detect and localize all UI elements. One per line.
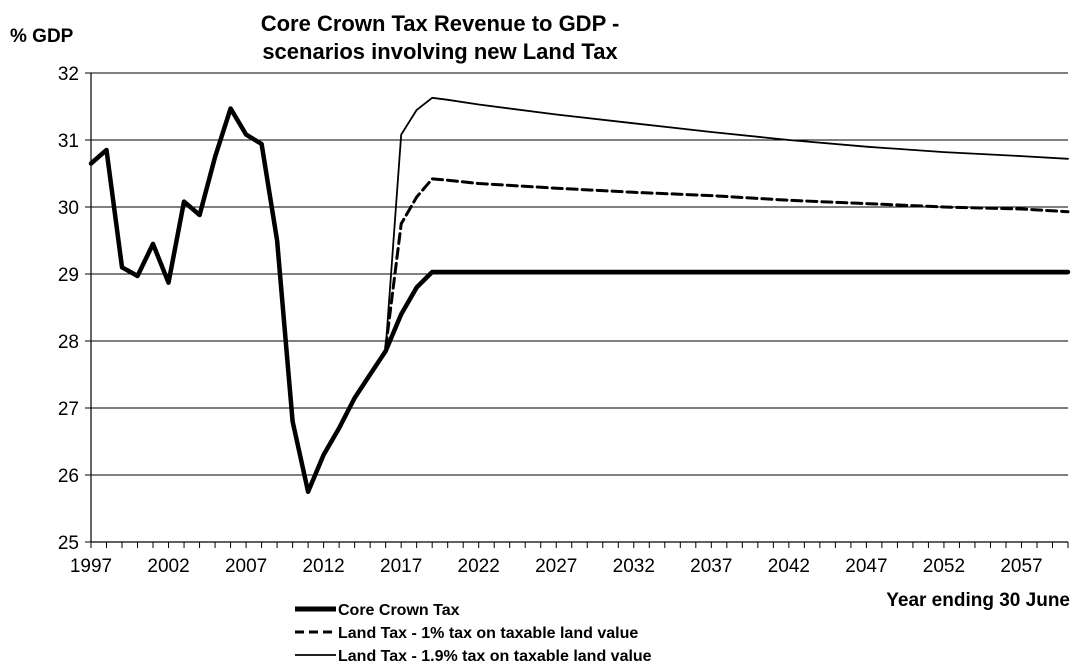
x-tick-label: 2037 [690,556,732,577]
chart-subtitle: scenarios involving new Land Tax [262,39,618,64]
legend-item-land-tax-1-9pct: Land Tax - 1.9% tax on taxable land valu… [295,648,652,664]
x-tick-label: 1997 [70,556,112,577]
legend-item-core-crown-tax: Core Crown Tax [295,602,460,619]
axes [85,72,1069,548]
y-tick-label: 26 [58,466,79,487]
series-line-1 [384,177,1070,350]
x-tick-label: 2027 [535,556,577,577]
tick-labels: 25 26 27 28 29 30 31 32 1997 2002 2007 2012 2017 2022… [58,64,1043,577]
legend-label-land-tax-1pct: Land Tax - 1% tax on taxable land value [338,625,638,642]
series-line-0 [88,106,1071,495]
x-tick-label: 2047 [845,556,887,577]
x-axis-label: Year ending 30 June [886,590,1070,611]
x-tick-label: 2017 [380,556,422,577]
legend-item-land-tax-1pct: Land Tax - 1% tax on taxable land value [295,625,638,642]
series-lines [88,96,1071,495]
series-line-2 [384,96,1069,349]
x-tick-label: 2012 [302,556,344,577]
x-tick-label: 2057 [1000,556,1042,577]
gridlines [91,72,1068,543]
x-tick-label: 2052 [923,556,965,577]
y-tick-label: 29 [58,265,79,286]
y-tick-label: 30 [58,198,79,219]
x-tick-label: 2007 [225,556,267,577]
chart-title: Core Crown Tax Revenue to GDP - [261,11,620,36]
y-axis-label: % GDP [10,26,74,47]
x-tick-label: 2042 [768,556,810,577]
legend: Core Crown Tax Land Tax - 1% tax on taxa… [295,602,652,664]
y-tick-label: 28 [58,332,79,353]
y-tick-label: 25 [58,533,79,554]
y-tick-label: 27 [58,399,79,420]
x-tick-label: 2002 [147,556,189,577]
x-tick-label: 2032 [613,556,655,577]
legend-label-core-crown-tax: Core Crown Tax [338,602,460,619]
y-tick-label: 31 [58,131,79,152]
x-tick-label: 2022 [458,556,500,577]
legend-label-land-tax-1-9pct: Land Tax - 1.9% tax on taxable land valu… [338,648,652,664]
y-tick-label: 32 [58,64,79,85]
